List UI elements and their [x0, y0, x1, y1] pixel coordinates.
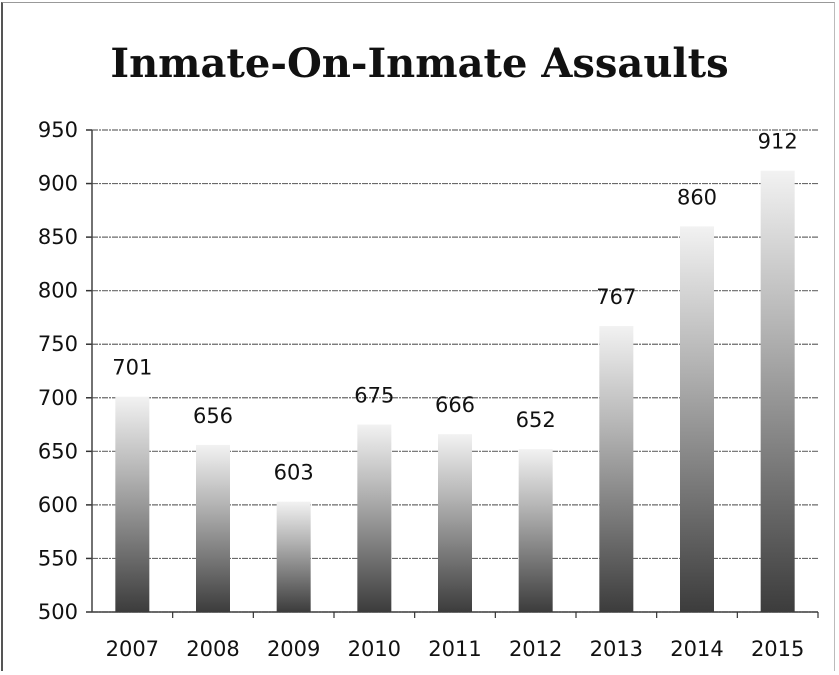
- data-label: 656: [193, 404, 233, 428]
- data-label: 666: [435, 393, 475, 417]
- chart-title: Inmate-On-Inmate Assaults: [110, 40, 729, 87]
- tick-labels: 950 900 850 800 750 700 650 600 550 500 2007 2008 20…: [38, 118, 804, 661]
- bar-2007: [115, 396, 150, 612]
- y-tick-label: 850: [38, 225, 78, 249]
- data-label: 912: [758, 130, 798, 154]
- x-tick-label: 2009: [267, 637, 320, 661]
- data-label: 603: [274, 461, 314, 485]
- y-tick-label: 750: [38, 332, 78, 356]
- bar-2008: [196, 444, 230, 612]
- bar-2015: [760, 170, 795, 613]
- y-tick-label: 550: [38, 546, 78, 570]
- data-label: 652: [516, 408, 556, 432]
- bar-2011: [438, 434, 472, 612]
- data-label: 767: [596, 285, 636, 309]
- x-tick-label: 2014: [670, 637, 723, 661]
- bar-2013: [599, 326, 634, 612]
- bars: [115, 170, 795, 613]
- bar-2010: [357, 424, 392, 612]
- x-tick-label: 2008: [186, 637, 239, 661]
- x-tick-label: 2013: [590, 637, 643, 661]
- x-tick-label: 2015: [751, 637, 804, 661]
- x-tick-label: 2011: [428, 637, 481, 661]
- data-label: 701: [112, 356, 152, 380]
- data-labels: 701 656 603 675 666 652 767 860 912: [112, 130, 797, 485]
- y-tick-label: 600: [38, 493, 78, 517]
- y-tick-label: 800: [38, 279, 78, 303]
- data-label: 860: [677, 185, 717, 209]
- bar-2014: [680, 226, 714, 612]
- y-tick-label: 950: [38, 118, 78, 142]
- data-label: 675: [354, 384, 394, 408]
- x-tick-label: 2007: [106, 637, 159, 661]
- bar-2009: [276, 501, 311, 612]
- y-tick-label: 650: [38, 439, 78, 463]
- y-tick-label: 500: [38, 600, 78, 624]
- y-tick-label: 700: [38, 386, 78, 410]
- y-tick-label: 900: [38, 172, 78, 196]
- x-tick-label: 2012: [509, 637, 562, 661]
- x-tick-label: 2010: [348, 637, 401, 661]
- bar-2012: [518, 449, 553, 612]
